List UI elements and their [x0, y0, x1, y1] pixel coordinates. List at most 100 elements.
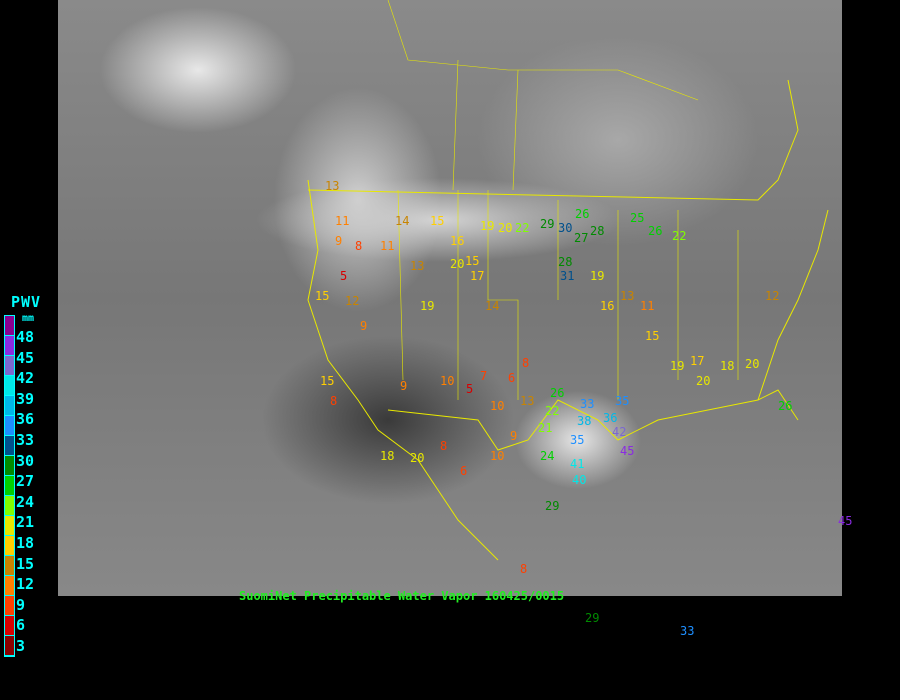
station-pwv-label: 13 — [620, 289, 635, 303]
legend-swatch — [5, 456, 14, 476]
station-pwv-label: 5 — [340, 269, 348, 283]
satellite-map[interactable] — [58, 0, 842, 596]
province-borders — [387, 0, 699, 191]
legend-swatch — [5, 316, 14, 336]
station-pwv-label: 20 — [696, 374, 711, 388]
station-pwv-label: 15 — [465, 254, 480, 268]
station-pwv-label: 36 — [603, 411, 618, 425]
station-pwv-label: 41 — [570, 457, 585, 471]
map-caption: SuomiNet Precipitable Water Vapor 160425… — [239, 589, 565, 603]
station-pwv-label: 30 — [558, 221, 573, 235]
pacific-coastline — [307, 179, 499, 561]
legend-swatch — [5, 496, 14, 516]
legend-title: PWV — [11, 293, 42, 311]
station-pwv-label: 9 — [360, 319, 368, 333]
station-pwv-label: 24 — [540, 449, 555, 463]
station-pwv-label: 11 — [640, 299, 655, 313]
station-pwv-label: 19 — [590, 269, 605, 283]
legend-swatch — [5, 376, 14, 396]
state-borders — [397, 189, 739, 400]
station-pwv-label: 15 — [315, 289, 330, 303]
station-pwv-label: 26 — [778, 399, 793, 413]
station-pwv-label: 28 — [590, 224, 605, 238]
station-pwv-label: 22 — [672, 229, 687, 243]
legend-label: 33 — [16, 431, 35, 449]
station-pwv-label: 42 — [612, 425, 627, 439]
station-pwv-label: 11 — [380, 239, 395, 253]
station-pwv-label: 16 — [600, 299, 615, 313]
station-pwv-label: 28 — [558, 255, 573, 269]
station-pwv-label: 26 — [550, 386, 565, 400]
station-pwv-label: 10 — [490, 449, 505, 463]
station-pwv-label: 15 — [645, 329, 660, 343]
legend-swatch — [5, 636, 14, 656]
legend-swatch — [5, 536, 14, 556]
station-pwv-label: 8 — [330, 394, 338, 408]
station-pwv-label: 18 — [720, 359, 735, 373]
station-pwv-label: 29 — [545, 499, 560, 513]
station-pwv-label: 19 — [480, 219, 495, 233]
station-pwv-label: 45 — [620, 444, 635, 458]
station-pwv-label: 40 — [572, 473, 587, 487]
legend-label: 42 — [16, 369, 35, 388]
station-pwv-label: 22 — [515, 221, 530, 235]
station-pwv-label: 15 — [320, 374, 335, 388]
station-pwv-label: 6 — [460, 464, 468, 478]
station-pwv-label: 35 — [570, 433, 585, 447]
station-pwv-label: 14 — [395, 214, 410, 228]
legend-label: 6 — [16, 616, 26, 635]
station-pwv-label: 13 — [520, 394, 535, 408]
station-pwv-label: 10 — [440, 374, 455, 388]
station-pwv-label: 26 — [575, 207, 590, 221]
legend-swatch — [5, 576, 14, 596]
legend-swatch — [5, 416, 14, 436]
us-canada-border — [307, 79, 799, 201]
station-pwv-label: 31 — [560, 269, 575, 283]
legend-label: 21 — [16, 513, 35, 532]
legend-swatch — [5, 476, 14, 496]
legend-label: 3 — [16, 637, 26, 655]
station-pwv-label: 5 — [466, 382, 474, 396]
station-pwv-label: 29 — [540, 217, 555, 231]
legend-swatch — [5, 396, 14, 416]
station-pwv-label: 14 — [485, 299, 500, 313]
legend-label: 12 — [16, 575, 35, 594]
station-pwv-label: 20 — [498, 221, 513, 235]
legend-label: 48 — [16, 328, 35, 346]
legend-label: 30 — [16, 451, 35, 470]
station-pwv-label: 33 — [680, 624, 695, 638]
pwv-color-legend — [4, 315, 15, 657]
station-pwv-label: 18 — [380, 449, 395, 463]
legend-label: 36 — [16, 410, 35, 429]
station-pwv-label: 12 — [765, 289, 780, 303]
station-pwv-label: 33 — [580, 397, 595, 411]
station-pwv-label: 20 — [745, 357, 760, 371]
station-pwv-label: 22 — [545, 404, 560, 418]
atlantic-coastline — [757, 209, 829, 401]
legend-label: 9 — [16, 595, 26, 614]
legend-unit: mm — [22, 313, 35, 324]
station-pwv-label: 8 — [440, 439, 448, 453]
station-pwv-label: 27 — [574, 231, 589, 245]
station-pwv-label: 20 — [450, 257, 465, 271]
station-pwv-label: 15 — [430, 214, 445, 228]
station-pwv-label: 8 — [355, 239, 363, 253]
station-pwv-label: 25 — [630, 211, 645, 225]
legend-label: 15 — [16, 554, 35, 573]
station-pwv-label: 21 — [538, 421, 553, 435]
legend-label: 24 — [16, 492, 35, 511]
station-pwv-label: 16 — [450, 234, 465, 248]
station-pwv-label: 13 — [410, 259, 425, 273]
legend-swatch — [5, 436, 14, 456]
legend-label: 27 — [16, 472, 35, 491]
station-pwv-label: 26 — [648, 224, 663, 238]
station-pwv-label: 13 — [325, 179, 340, 193]
legend-label: 18 — [16, 534, 35, 552]
station-pwv-label: 8 — [522, 356, 530, 370]
gulf-coastline — [387, 389, 799, 451]
legend-swatch — [5, 356, 14, 376]
legend-swatch — [5, 556, 14, 576]
station-pwv-label: 17 — [470, 269, 485, 283]
station-pwv-label: 45 — [838, 514, 853, 528]
station-pwv-label: 20 — [410, 451, 425, 465]
